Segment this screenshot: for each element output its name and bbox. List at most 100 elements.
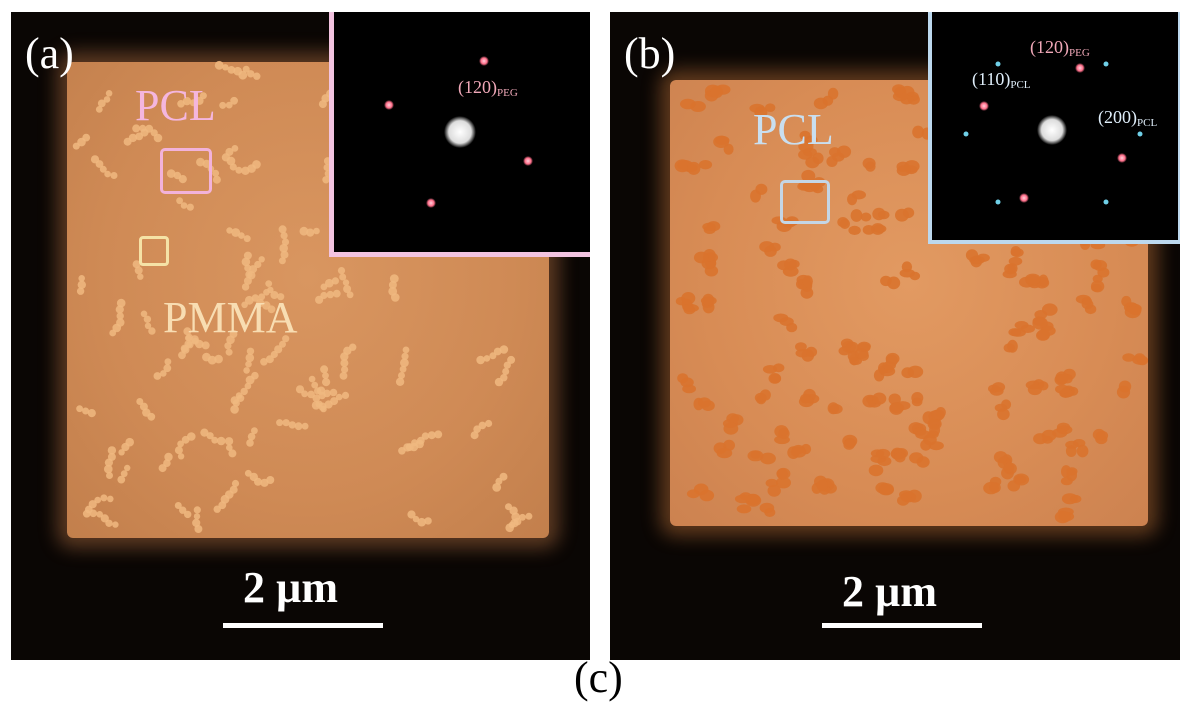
pcl-domain-blob xyxy=(804,135,818,145)
pcl-domain-blob xyxy=(1055,384,1070,394)
pcl-domain-blob xyxy=(681,292,696,305)
pmma-domain-dot xyxy=(163,459,171,468)
pcl-domain-blob xyxy=(759,502,775,514)
pcl-domain-blob xyxy=(827,402,839,415)
pmma-domain-dot xyxy=(177,440,185,448)
pmma-domain-dot xyxy=(225,437,234,446)
pmma-domain-dot xyxy=(103,96,111,103)
pmma-domain-dot xyxy=(492,483,502,492)
spot-label-110-pcl: (110)PCL xyxy=(972,69,1031,91)
pmma-domain-dot xyxy=(164,358,172,366)
pcl-domain-blob xyxy=(1003,462,1015,473)
pmma-domain-dot xyxy=(132,260,141,269)
pmma-domain-dot xyxy=(82,509,91,518)
pmma-domain-dot xyxy=(326,290,334,299)
pmma-domain-dot xyxy=(192,518,201,527)
pmma-domain-dot xyxy=(503,361,511,369)
pcl-domain-blob xyxy=(843,439,855,450)
pcl-domain-blob xyxy=(1054,510,1071,524)
pmma-domain-dot xyxy=(132,124,141,133)
pmma-domain-dot xyxy=(212,169,220,177)
pmma-domain-dot xyxy=(411,439,419,447)
pcl-domain-blob xyxy=(837,217,849,228)
panel-a-micrograph: (a) PCL PMMA (120)PE xyxy=(11,12,590,660)
pcl-domain-blob xyxy=(1052,428,1068,438)
pcl-domain-blob xyxy=(912,125,924,139)
pcl-domain-blob xyxy=(1007,339,1018,353)
pmma-domain-dot xyxy=(398,447,406,455)
pmma-domain-dot xyxy=(78,275,85,282)
pcl-domain-blob xyxy=(872,392,887,405)
pmma-domain-dot xyxy=(226,227,233,234)
pcl-domain-blob xyxy=(882,361,896,370)
pmma-domain-dot xyxy=(258,256,265,263)
pmma-domain-dot xyxy=(112,521,119,528)
pmma-domain-dot xyxy=(280,232,288,240)
pmma-domain-dot xyxy=(308,375,316,383)
pcl-domain-blob xyxy=(920,439,932,451)
pmma-domain-dot xyxy=(202,159,211,168)
pmma-domain-dot xyxy=(253,72,261,80)
pmma-domain-dot xyxy=(226,444,233,452)
pmma-domain-dot xyxy=(225,101,233,109)
pmma-domain-dot xyxy=(231,228,241,237)
pmma-domain-dot xyxy=(340,359,349,368)
spot-label-200-pcl: (200)PCL xyxy=(1098,107,1158,129)
diffraction-spot xyxy=(979,101,989,111)
pmma-domain-dot xyxy=(241,301,248,309)
pmma-domain-dot xyxy=(323,389,331,398)
pmma-domain-dot xyxy=(227,66,236,74)
pmma-domain-dot xyxy=(105,90,113,97)
pmma-domain-dot xyxy=(256,298,265,308)
pmma-domain-dot xyxy=(115,305,124,314)
pmma-selection-box xyxy=(139,236,169,266)
pcl-domain-blob xyxy=(1065,440,1079,449)
diffraction-spot xyxy=(1137,131,1143,137)
pcl-domain-blob xyxy=(674,159,691,173)
pcl-domain-blob xyxy=(993,451,1008,464)
pcl-domain-blob xyxy=(1020,324,1035,333)
scale-bar-label-a: 2 µm xyxy=(243,563,339,612)
pcl-domain-blob xyxy=(856,343,871,353)
pmma-domain-dot xyxy=(189,99,197,107)
pmma-domain-dot xyxy=(180,202,188,209)
pmma-domain-dot xyxy=(247,271,256,280)
pcl-domain-blob xyxy=(928,441,944,451)
pcl-domain-blob xyxy=(1007,480,1021,492)
pmma-domain-dot xyxy=(194,525,203,533)
pmma-domain-dot xyxy=(417,517,427,527)
pmma-domain-dot xyxy=(294,422,303,431)
pcl-domain-blob xyxy=(1116,385,1131,399)
pcl-domain-blob xyxy=(798,396,814,408)
pmma-domain-dot xyxy=(128,133,138,143)
pmma-domain-dot xyxy=(183,327,192,336)
pcl-domain-blob xyxy=(895,208,909,222)
pcl-domain-blob xyxy=(871,223,885,235)
pcl-domain-blob xyxy=(734,494,751,504)
pcl-domain-blob xyxy=(1093,260,1108,271)
pmma-domain-dot xyxy=(485,419,493,428)
pcl-domain-blob xyxy=(1090,280,1105,293)
pmma-domain-dot xyxy=(104,464,113,474)
pcl-domain-blob xyxy=(790,446,807,458)
pcl-domain-blob xyxy=(677,373,689,384)
pmma-domain-dot xyxy=(258,293,266,301)
diffraction-spot xyxy=(1019,193,1029,203)
pcl-domain-blob xyxy=(916,456,930,468)
pmma-domain-dot xyxy=(505,523,514,533)
pmma-domain-dot xyxy=(247,70,255,78)
pmma-domain-dot xyxy=(99,165,107,173)
pmma-domain-dot xyxy=(181,435,190,444)
pmma-domain-dot xyxy=(246,347,255,355)
pmma-domain-dot xyxy=(193,506,201,514)
pmma-domain-dot xyxy=(196,157,205,167)
pmma-domain-dot xyxy=(329,388,338,397)
pcl-domain-blob xyxy=(1134,353,1146,362)
pmma-domain-dot xyxy=(281,238,290,246)
pmma-domain-dot xyxy=(148,327,156,335)
pmma-domain-dot xyxy=(118,449,125,456)
pmma-domain-dot xyxy=(147,412,156,421)
central-beam xyxy=(1037,115,1067,145)
pmma-domain-dot xyxy=(278,257,286,265)
pmma-domain-dot xyxy=(191,337,199,345)
